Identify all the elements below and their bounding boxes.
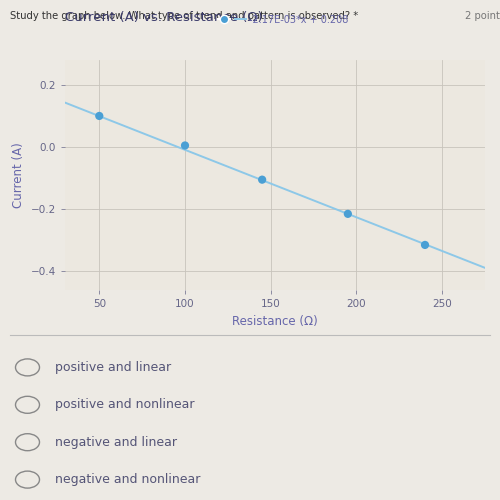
X-axis label: Resistance (Ω): Resistance (Ω) bbox=[232, 314, 318, 328]
Text: positive and linear: positive and linear bbox=[55, 361, 171, 374]
Point bbox=[181, 142, 189, 150]
Text: Current (A) vs. Resistance (Ω): Current (A) vs. Resistance (Ω) bbox=[65, 11, 262, 24]
Text: Study the graph below. What type of trend and pattern is observed? *: Study the graph below. What type of tren… bbox=[10, 10, 358, 20]
Y-axis label: Current (A): Current (A) bbox=[12, 142, 25, 208]
Text: negative and linear: negative and linear bbox=[55, 436, 177, 448]
Point bbox=[258, 176, 266, 184]
Text: positive and nonlinear: positive and nonlinear bbox=[55, 398, 194, 411]
Text: negative and nonlinear: negative and nonlinear bbox=[55, 473, 201, 486]
Point bbox=[96, 112, 104, 120]
Point bbox=[421, 241, 429, 249]
Point bbox=[344, 210, 352, 218]
Text: 2 point: 2 point bbox=[465, 10, 500, 20]
Legend: , -2.17E-03*x + 0.208: , -2.17E-03*x + 0.208 bbox=[214, 11, 352, 28]
